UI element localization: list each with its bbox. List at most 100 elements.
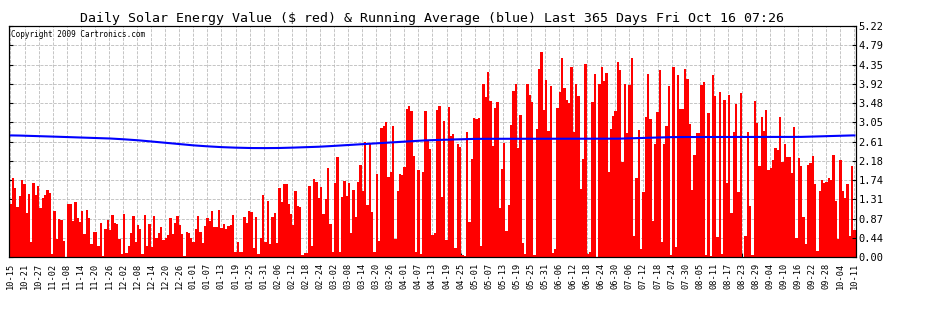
- Bar: [647, 74, 649, 257]
- Bar: [84, 234, 86, 257]
- Bar: [638, 130, 640, 257]
- Bar: [803, 217, 804, 257]
- Bar: [840, 160, 842, 257]
- Bar: [259, 238, 262, 257]
- Bar: [366, 205, 368, 257]
- Bar: [779, 117, 781, 257]
- Bar: [368, 143, 371, 257]
- Bar: [735, 104, 737, 257]
- Bar: [436, 110, 438, 257]
- Bar: [480, 246, 483, 257]
- Bar: [761, 117, 763, 257]
- Bar: [575, 84, 578, 257]
- Bar: [127, 246, 130, 257]
- Bar: [394, 239, 396, 257]
- Bar: [14, 188, 16, 257]
- Bar: [844, 198, 846, 257]
- Bar: [696, 133, 698, 257]
- Bar: [362, 191, 364, 257]
- Bar: [763, 131, 765, 257]
- Bar: [823, 183, 826, 257]
- Bar: [309, 186, 311, 257]
- Bar: [188, 233, 190, 257]
- Bar: [497, 102, 498, 257]
- Bar: [74, 202, 76, 257]
- Bar: [672, 67, 675, 257]
- Bar: [654, 145, 657, 257]
- Bar: [464, 256, 466, 257]
- Bar: [313, 180, 315, 257]
- Bar: [781, 162, 784, 257]
- Bar: [318, 198, 320, 257]
- Bar: [564, 87, 565, 257]
- Bar: [809, 163, 812, 257]
- Bar: [570, 67, 573, 257]
- Bar: [343, 181, 346, 257]
- Bar: [174, 223, 177, 257]
- Bar: [733, 132, 735, 257]
- Bar: [315, 182, 318, 257]
- Bar: [517, 148, 519, 257]
- Bar: [804, 244, 807, 257]
- Bar: [354, 217, 357, 257]
- Bar: [531, 102, 533, 257]
- Bar: [547, 131, 550, 257]
- Bar: [325, 199, 327, 257]
- Bar: [220, 228, 222, 257]
- Title: Daily Solar Energy Value ($ red) & Running Average (blue) Last 365 Days Fri Oct : Daily Solar Energy Value ($ red) & Runni…: [81, 12, 784, 25]
- Bar: [817, 251, 818, 257]
- Bar: [441, 197, 443, 257]
- Bar: [433, 233, 436, 257]
- Bar: [116, 224, 118, 257]
- Bar: [163, 240, 165, 257]
- Bar: [485, 97, 487, 257]
- Bar: [167, 235, 169, 257]
- Bar: [432, 235, 433, 257]
- Bar: [565, 100, 568, 257]
- Bar: [652, 221, 654, 257]
- Bar: [443, 121, 445, 257]
- Bar: [714, 96, 716, 257]
- Bar: [244, 216, 246, 257]
- Bar: [113, 223, 116, 257]
- Bar: [540, 52, 542, 257]
- Bar: [98, 246, 100, 257]
- Bar: [16, 207, 19, 257]
- Bar: [33, 183, 34, 257]
- Bar: [617, 62, 619, 257]
- Bar: [747, 132, 749, 257]
- Bar: [90, 244, 93, 257]
- Text: Copyright 2009 Cartronics.com: Copyright 2009 Cartronics.com: [11, 30, 145, 39]
- Bar: [246, 223, 248, 257]
- Bar: [107, 220, 109, 257]
- Bar: [399, 174, 401, 257]
- Bar: [730, 213, 733, 257]
- Bar: [72, 221, 74, 257]
- Bar: [675, 247, 677, 257]
- Bar: [559, 92, 561, 257]
- Bar: [851, 166, 854, 257]
- Bar: [719, 92, 721, 257]
- Bar: [573, 132, 575, 257]
- Bar: [668, 85, 671, 257]
- Bar: [34, 195, 37, 257]
- Bar: [193, 242, 194, 257]
- Bar: [657, 112, 658, 257]
- Bar: [721, 253, 724, 257]
- Bar: [301, 255, 304, 257]
- Bar: [450, 136, 452, 257]
- Bar: [70, 204, 72, 257]
- Bar: [194, 229, 197, 257]
- Bar: [814, 184, 817, 257]
- Bar: [483, 84, 485, 257]
- Bar: [199, 232, 202, 257]
- Bar: [756, 123, 758, 257]
- Bar: [633, 236, 635, 257]
- Bar: [644, 117, 647, 257]
- Bar: [48, 193, 51, 257]
- Bar: [728, 95, 730, 257]
- Bar: [149, 224, 151, 257]
- Bar: [42, 198, 44, 257]
- Bar: [607, 172, 610, 257]
- Bar: [392, 125, 394, 257]
